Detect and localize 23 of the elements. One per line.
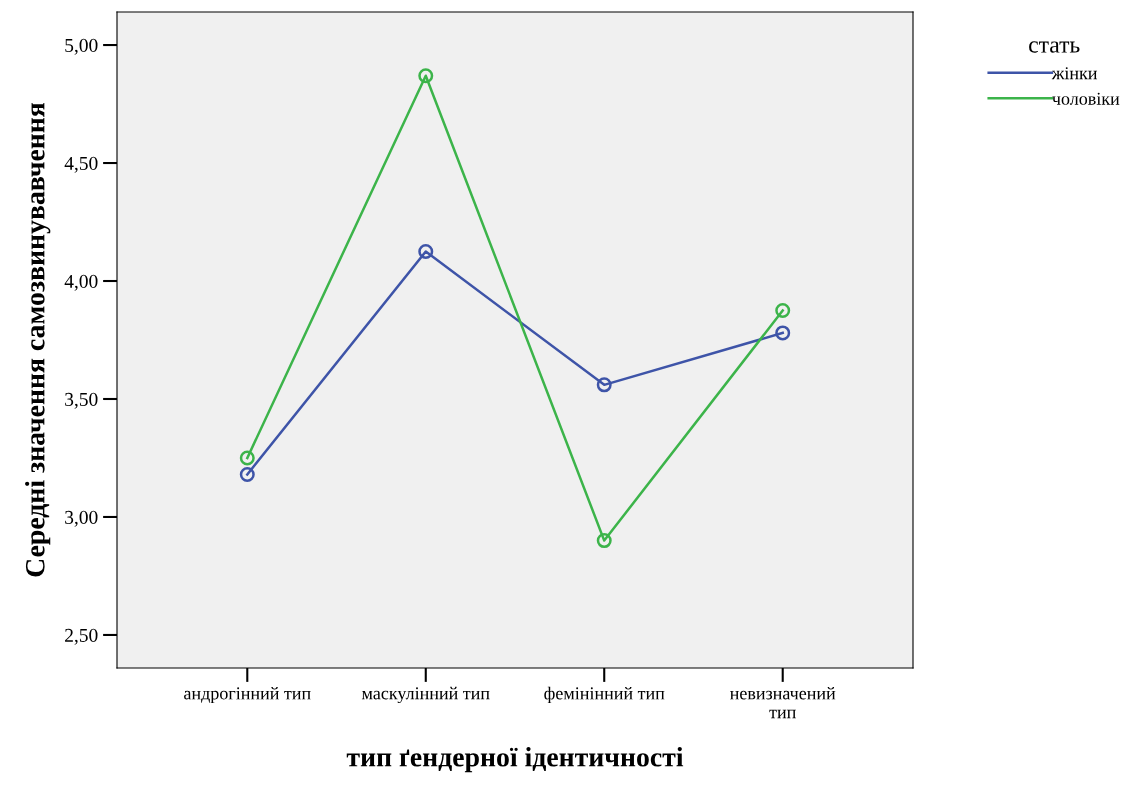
point — [596, 377, 612, 393]
y-tick-label: 4,50 — [64, 156, 98, 173]
legend-label: чоловіки — [1052, 92, 1120, 105]
y-tick-label: 4,00 — [64, 274, 98, 291]
x-tick-label: невизначений тип — [730, 686, 836, 719]
y-tick-label: 3,50 — [65, 392, 98, 409]
point — [775, 303, 791, 318]
x-axis-title: тип ґендерної ідентичності — [346, 747, 684, 773]
point — [418, 244, 434, 260]
point — [239, 467, 255, 482]
y-tick-label: 5,00 — [65, 38, 98, 55]
x-tick-label: маскулінний тип — [361, 686, 490, 704]
point — [418, 68, 434, 84]
point — [239, 450, 255, 466]
legend-title: стать — [1029, 41, 1080, 53]
y-tick-label: 3,00 — [65, 510, 98, 527]
legend-label: жінки — [1051, 67, 1098, 80]
y-axis-title: Середні значення самозвинувавчення — [25, 102, 51, 577]
y-tick-label: 2,50 — [65, 628, 98, 645]
x-tick-label: андрогінний тип — [184, 686, 311, 704]
x-tick-label: фемінінний тип — [544, 686, 665, 704]
point — [775, 325, 791, 341]
point — [596, 533, 612, 549]
